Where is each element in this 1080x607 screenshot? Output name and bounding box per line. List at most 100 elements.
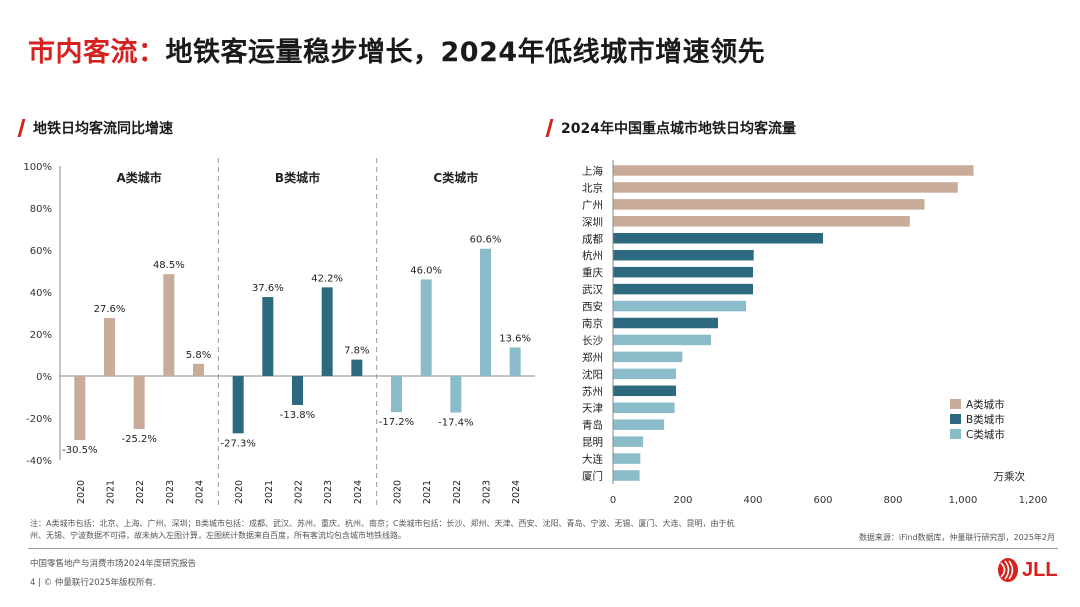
group-title: A类城市 — [117, 170, 162, 185]
bar — [613, 216, 910, 227]
bar — [420, 279, 432, 376]
group-title: C类城市 — [433, 170, 478, 185]
category-label: 青岛 — [582, 419, 603, 432]
x-tick-label: 200 — [673, 495, 692, 506]
x-tick-label: 0 — [610, 495, 616, 506]
data-label: 60.6% — [470, 235, 502, 246]
right-chart-title: 2024年中国重点城市地铁日均客流量 — [561, 121, 796, 137]
bar — [450, 376, 462, 413]
data-label: -17.2% — [379, 417, 414, 428]
bar — [613, 317, 718, 329]
data-label: 46.0% — [410, 265, 442, 276]
bar — [480, 248, 491, 376]
jll-logo-text: JLL — [1022, 558, 1058, 581]
bar — [321, 287, 333, 376]
category-label: 北京 — [582, 181, 603, 194]
category-label: 昆明 — [582, 437, 603, 449]
left-chart-title: 地铁日均客流同比增速 — [33, 121, 173, 137]
group-title: B类城市 — [275, 170, 320, 185]
bar — [613, 453, 641, 464]
bar — [292, 376, 303, 405]
category-label: 杭州 — [582, 249, 603, 262]
data-label: 48.5% — [153, 260, 185, 271]
x-tick-label: 2022 — [135, 480, 146, 504]
data-label: 42.2% — [311, 273, 343, 284]
category-label: 重庆 — [582, 266, 603, 279]
bar — [509, 347, 521, 376]
category-label: 成都 — [582, 233, 603, 245]
bar — [613, 249, 754, 261]
page-title-text: 地铁客运量稳步增长，2024年低线城市增速领先 — [165, 37, 766, 68]
x-tick-label: 2024 — [353, 480, 364, 504]
data-label: 27.6% — [94, 304, 126, 315]
copyright-text: 4 | © 仲量联行2025年版权所有. — [30, 578, 156, 588]
category-label: 上海 — [582, 164, 603, 177]
report-name: 中国零售地产与消费市场2024年度研究报告 — [30, 559, 197, 569]
legend-swatch — [950, 414, 961, 424]
category-label: 长沙 — [582, 335, 603, 347]
category-label: 西安 — [582, 300, 603, 313]
category-label: 大连 — [582, 453, 603, 466]
bar — [104, 318, 115, 376]
x-tick-label: 800 — [883, 495, 902, 506]
data-label: -25.2% — [121, 434, 156, 445]
footnote: 注：A类城市包括：北京、上海、广州、深圳；B类城市包括：成都、武汉、苏州、重庆、… — [30, 519, 735, 540]
x-tick-label: 2021 — [264, 480, 275, 504]
bar — [163, 274, 175, 376]
legend-label: C类城市 — [966, 428, 1005, 441]
bar — [613, 182, 958, 193]
jll-logo-icon — [998, 558, 1018, 582]
legend-swatch — [950, 429, 961, 439]
category-label: 苏州 — [582, 385, 603, 398]
x-tick-label: 2020 — [393, 480, 404, 504]
unit-label: 万乘次 — [994, 470, 1026, 483]
category-label: 广州 — [582, 199, 603, 211]
data-label: 13.6% — [499, 333, 531, 344]
bar — [613, 199, 925, 210]
bar — [262, 297, 274, 376]
x-tick-label: 2024 — [511, 480, 522, 504]
x-tick-label: 2023 — [482, 480, 493, 504]
x-tick-label: 2023 — [323, 480, 334, 504]
y-tick-label: 40% — [30, 288, 52, 299]
x-tick-label: 2024 — [195, 480, 206, 504]
y-tick-label: 0% — [36, 372, 52, 383]
bar — [133, 376, 145, 429]
bar — [613, 266, 753, 278]
bar — [193, 363, 204, 376]
bar — [613, 385, 676, 397]
data-label: -17.4% — [438, 418, 473, 429]
page-title-highlight: 市内客流： — [28, 37, 166, 68]
jll-logo: JLL — [997, 557, 1058, 583]
legend-label: A类城市 — [966, 398, 1005, 411]
bar — [613, 334, 711, 346]
data-label: 7.8% — [344, 346, 369, 357]
x-tick-label: 2021 — [422, 480, 433, 504]
category-label: 武汉 — [582, 283, 603, 296]
category-label: 深圳 — [582, 216, 603, 228]
left-chart-heading: 地铁日均客流同比增速 — [17, 118, 173, 138]
bar — [351, 359, 363, 376]
category-label: 郑州 — [582, 351, 603, 364]
bar — [613, 368, 676, 380]
y-tick-label: 60% — [30, 246, 52, 257]
right-chart-heading: 2024年中国重点城市地铁日均客流量 — [545, 118, 796, 138]
category-label: 南京 — [582, 317, 603, 330]
bar — [613, 300, 746, 312]
y-tick-label: 80% — [30, 204, 52, 215]
data-label: -30.5% — [62, 445, 97, 456]
legend-label: B类城市 — [966, 413, 1005, 426]
y-tick-label: -20% — [26, 414, 52, 425]
data-source: 数据来源：iFind数据库，仲量联行研究部，2025年2月 — [858, 533, 1055, 542]
x-tick-label: 400 — [743, 495, 762, 506]
y-tick-label: 100% — [23, 162, 52, 173]
bar — [232, 376, 244, 434]
data-label: -27.3% — [220, 438, 255, 449]
x-tick-label: 2020 — [76, 480, 87, 504]
legend-swatch — [950, 399, 961, 409]
x-tick-label: 2023 — [165, 480, 176, 504]
y-tick-label: 20% — [30, 330, 52, 341]
y-tick-label: -40% — [26, 456, 52, 467]
bar — [613, 233, 823, 244]
